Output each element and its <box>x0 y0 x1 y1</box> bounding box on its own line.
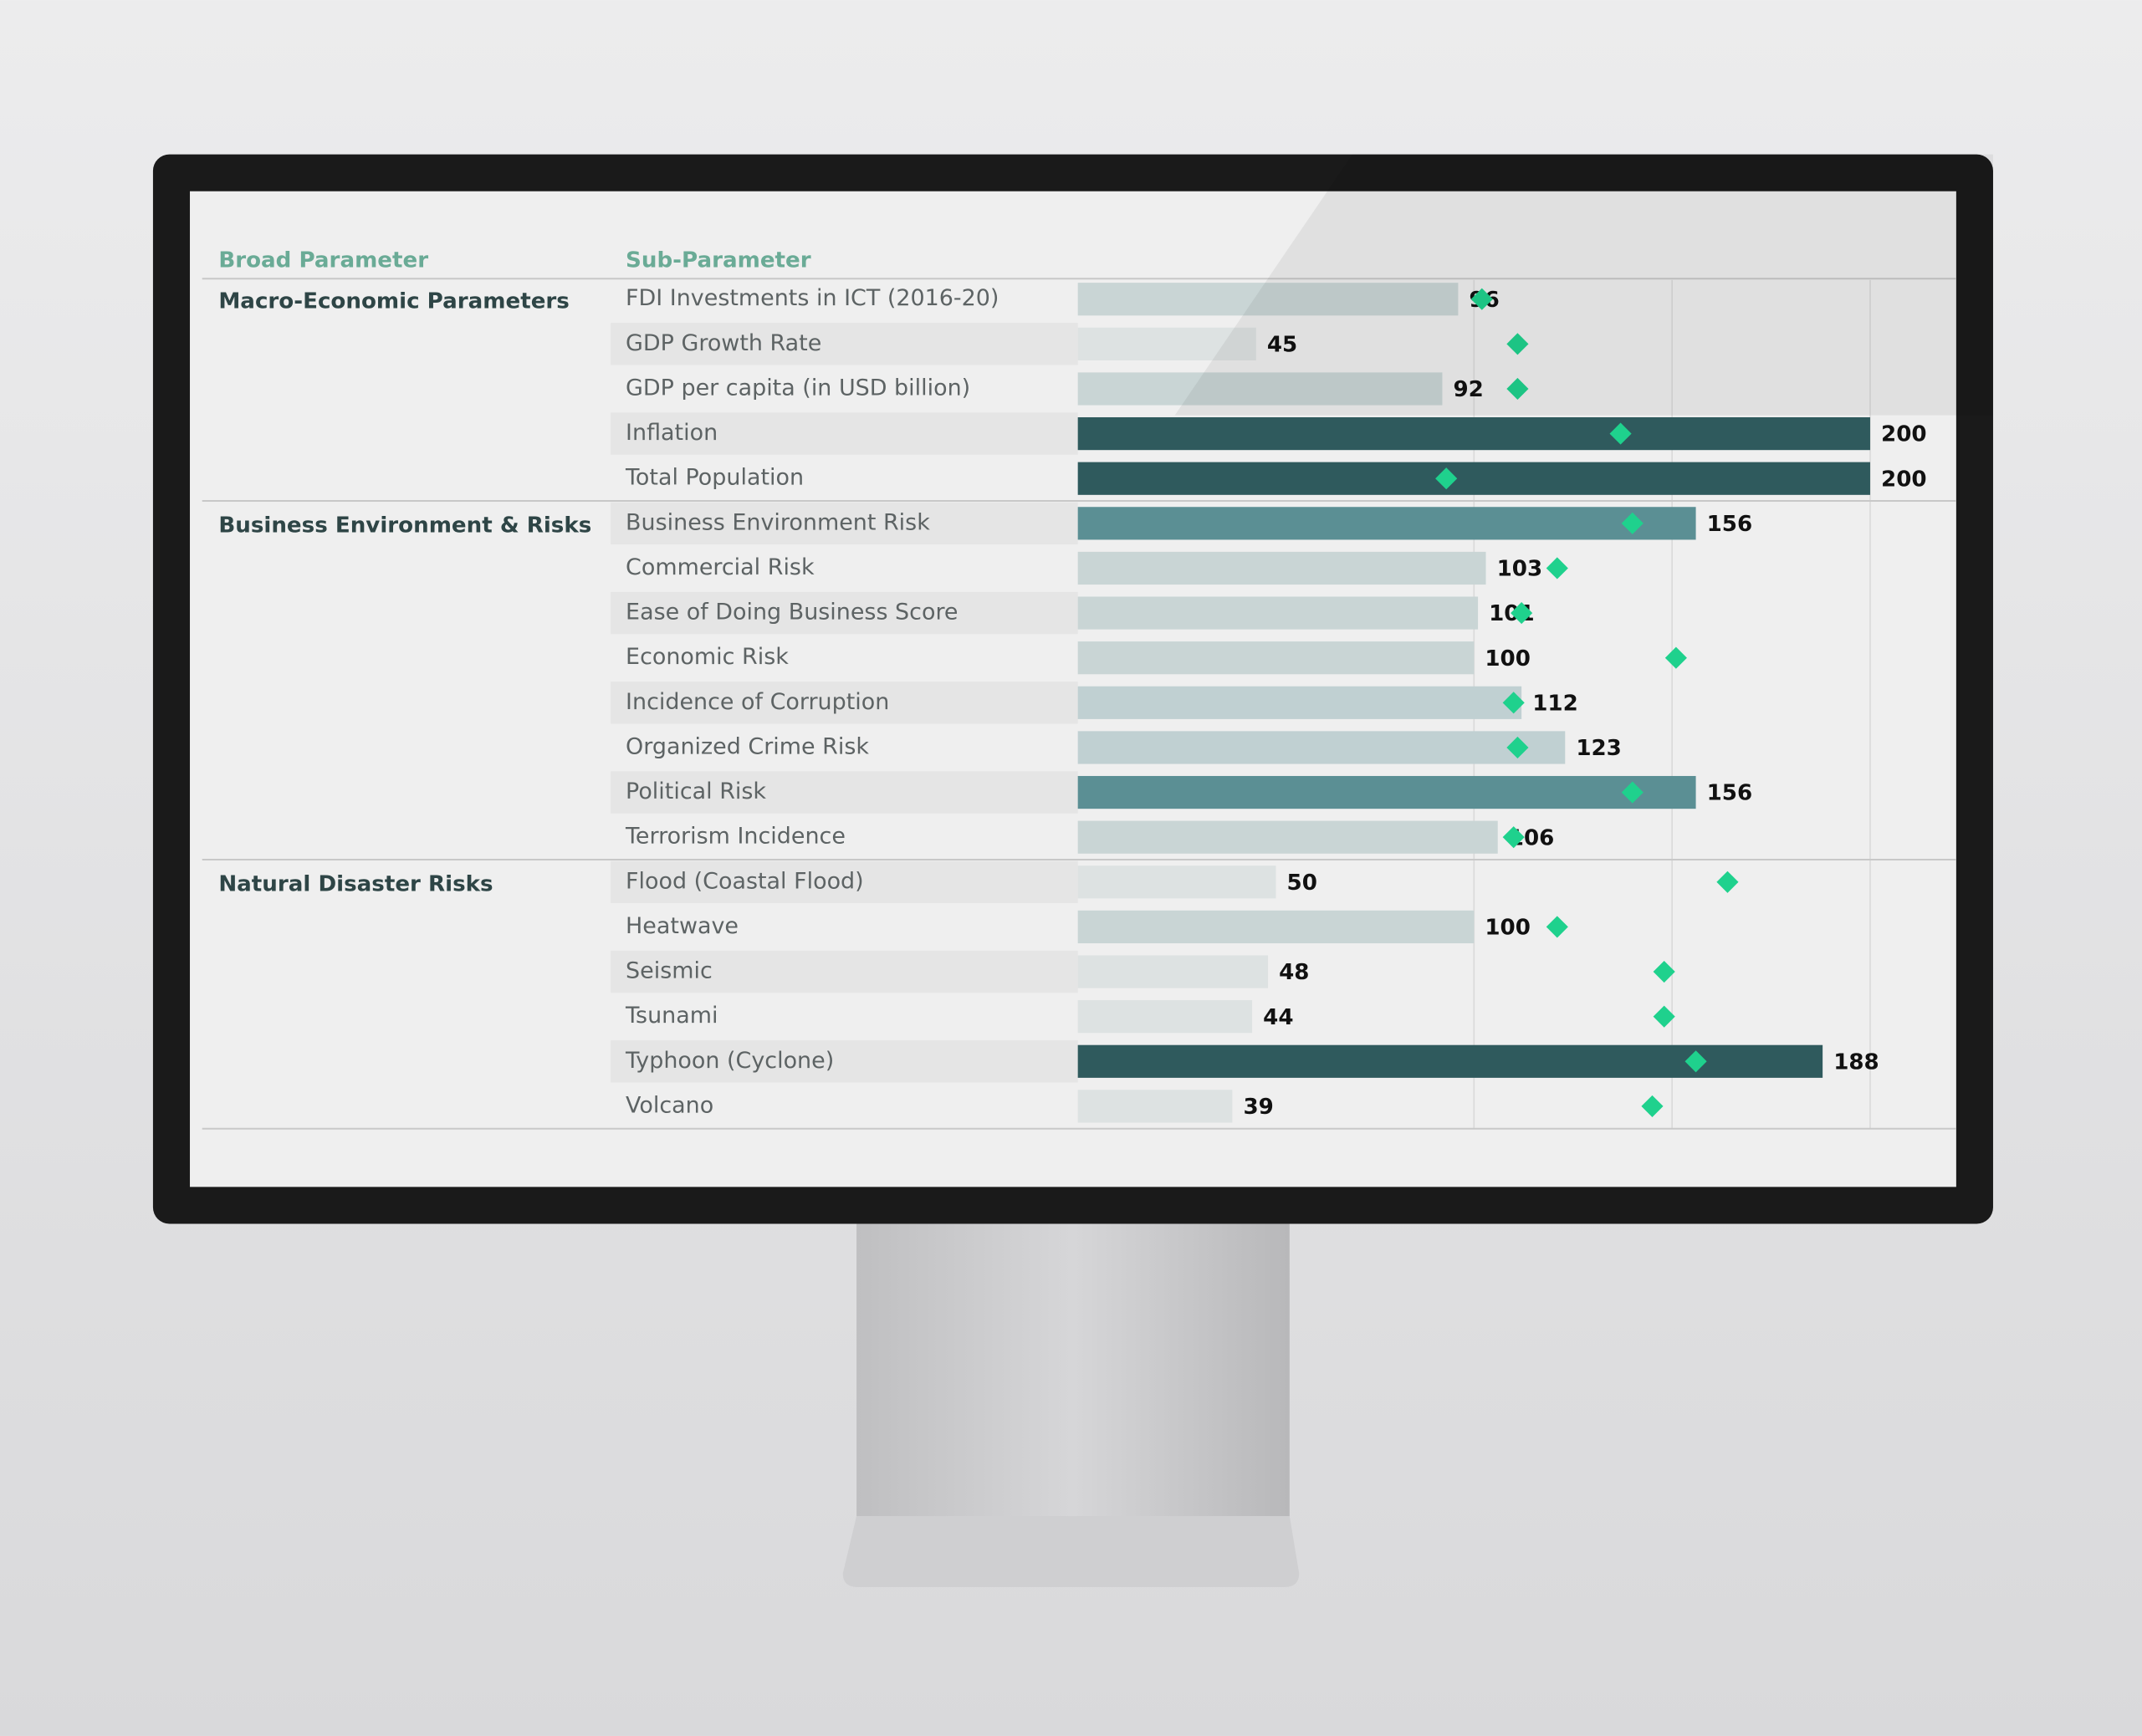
bar <box>1077 910 1475 944</box>
benchmark-marker <box>1506 333 1529 355</box>
group-label: Natural Disaster Risks <box>218 872 493 897</box>
column-header: Sub-Parameter <box>626 248 811 273</box>
benchmark-marker <box>1621 512 1644 534</box>
group-label: Business Environment & Risks <box>218 513 591 539</box>
category-label: Political Risk <box>626 779 766 804</box>
value-label: 39 <box>1243 1095 1273 1120</box>
category-label: Economic Risk <box>626 644 789 670</box>
chart: Broad Parameter Sub-Parameter Macro-Econom… <box>202 248 1956 1130</box>
category-label: GDP per capita (in USD billion) <box>626 375 970 401</box>
benchmark-marker <box>1684 1050 1707 1073</box>
value-label: 45 <box>1267 332 1297 357</box>
value-label: 50 <box>1287 871 1317 896</box>
category-label: Typhoon (Cyclone) <box>625 1048 834 1074</box>
value-label: 188 <box>1833 1049 1879 1075</box>
bar <box>1077 507 1696 540</box>
benchmark-marker <box>1506 377 1529 401</box>
row-stripe <box>611 950 1078 993</box>
row-stripe <box>611 412 1078 455</box>
stand-base <box>842 1515 1300 1587</box>
bar <box>1077 686 1522 719</box>
value-label: 200 <box>1881 422 1927 447</box>
category-label: Heatwave <box>626 913 739 939</box>
row-stripe <box>611 591 1078 635</box>
bar <box>1077 462 1870 495</box>
glare <box>1174 154 1993 416</box>
bar <box>1077 416 1870 451</box>
bar <box>1077 955 1269 988</box>
bar <box>1077 372 1443 406</box>
value-label: 123 <box>1576 736 1622 761</box>
benchmark-marker <box>1506 736 1529 759</box>
bar <box>1077 731 1566 764</box>
column-header: Broad Parameter <box>218 248 428 273</box>
value-label: 100 <box>1485 916 1531 941</box>
row-stripe <box>611 860 1078 903</box>
category-label: Terrorism Incidence <box>625 824 846 850</box>
benchmark-marker <box>1546 557 1568 580</box>
row-stripe <box>611 682 1078 724</box>
bar <box>1077 641 1475 675</box>
value-label: 92 <box>1453 377 1483 402</box>
value-label: 44 <box>1263 1005 1293 1030</box>
bar <box>1077 283 1459 316</box>
stand <box>856 1215 1290 1524</box>
row-stripe <box>611 323 1078 365</box>
value-label: 156 <box>1707 512 1753 537</box>
bar <box>1077 775 1696 809</box>
row-stripe <box>611 1040 1078 1083</box>
bar <box>1077 820 1498 854</box>
bar <box>1077 1044 1823 1078</box>
benchmark-marker <box>1621 781 1644 804</box>
category-label: Volcano <box>626 1092 713 1118</box>
category-label: Inflation <box>626 420 718 446</box>
bar <box>1077 327 1256 360</box>
category-label: Ease of Doing Business Score <box>626 600 958 625</box>
benchmark-marker <box>1546 916 1568 938</box>
value-label: 100 <box>1485 646 1531 671</box>
category-label: Total Population <box>625 465 804 491</box>
category-label: GDP Growth Rate <box>626 330 821 356</box>
category-label: Incidence of Corruption <box>626 689 889 715</box>
category-label: Business Environment Risk <box>626 509 930 535</box>
group-label: Macro-Economic Parameters <box>218 289 570 314</box>
benchmark-marker <box>1502 826 1525 849</box>
value-label: 112 <box>1532 691 1578 716</box>
value-label: 156 <box>1707 781 1753 806</box>
value-label: 103 <box>1497 557 1543 582</box>
row-stripe <box>611 771 1078 814</box>
benchmark-marker <box>1470 288 1493 310</box>
bar <box>1077 865 1276 899</box>
category-label: Flood (Coastal Flood) <box>626 868 864 894</box>
benchmark-marker <box>1653 960 1675 983</box>
benchmark-marker <box>1716 871 1739 893</box>
bar <box>1077 1090 1233 1123</box>
bar <box>1077 1000 1253 1034</box>
category-label: Seismic <box>626 958 713 984</box>
category-label: Commercial Risk <box>626 554 815 580</box>
value-label: 200 <box>1881 467 1927 492</box>
value-label: 48 <box>1279 960 1309 985</box>
category-label: Organized Crime Risk <box>626 733 869 759</box>
row-stripe <box>611 502 1078 545</box>
category-label: FDI Investments in ICT (2016-20) <box>626 285 999 311</box>
category-label: Tsunami <box>625 1003 718 1029</box>
benchmark-marker <box>1641 1095 1664 1117</box>
bar <box>1077 596 1479 630</box>
bar <box>1077 551 1486 585</box>
